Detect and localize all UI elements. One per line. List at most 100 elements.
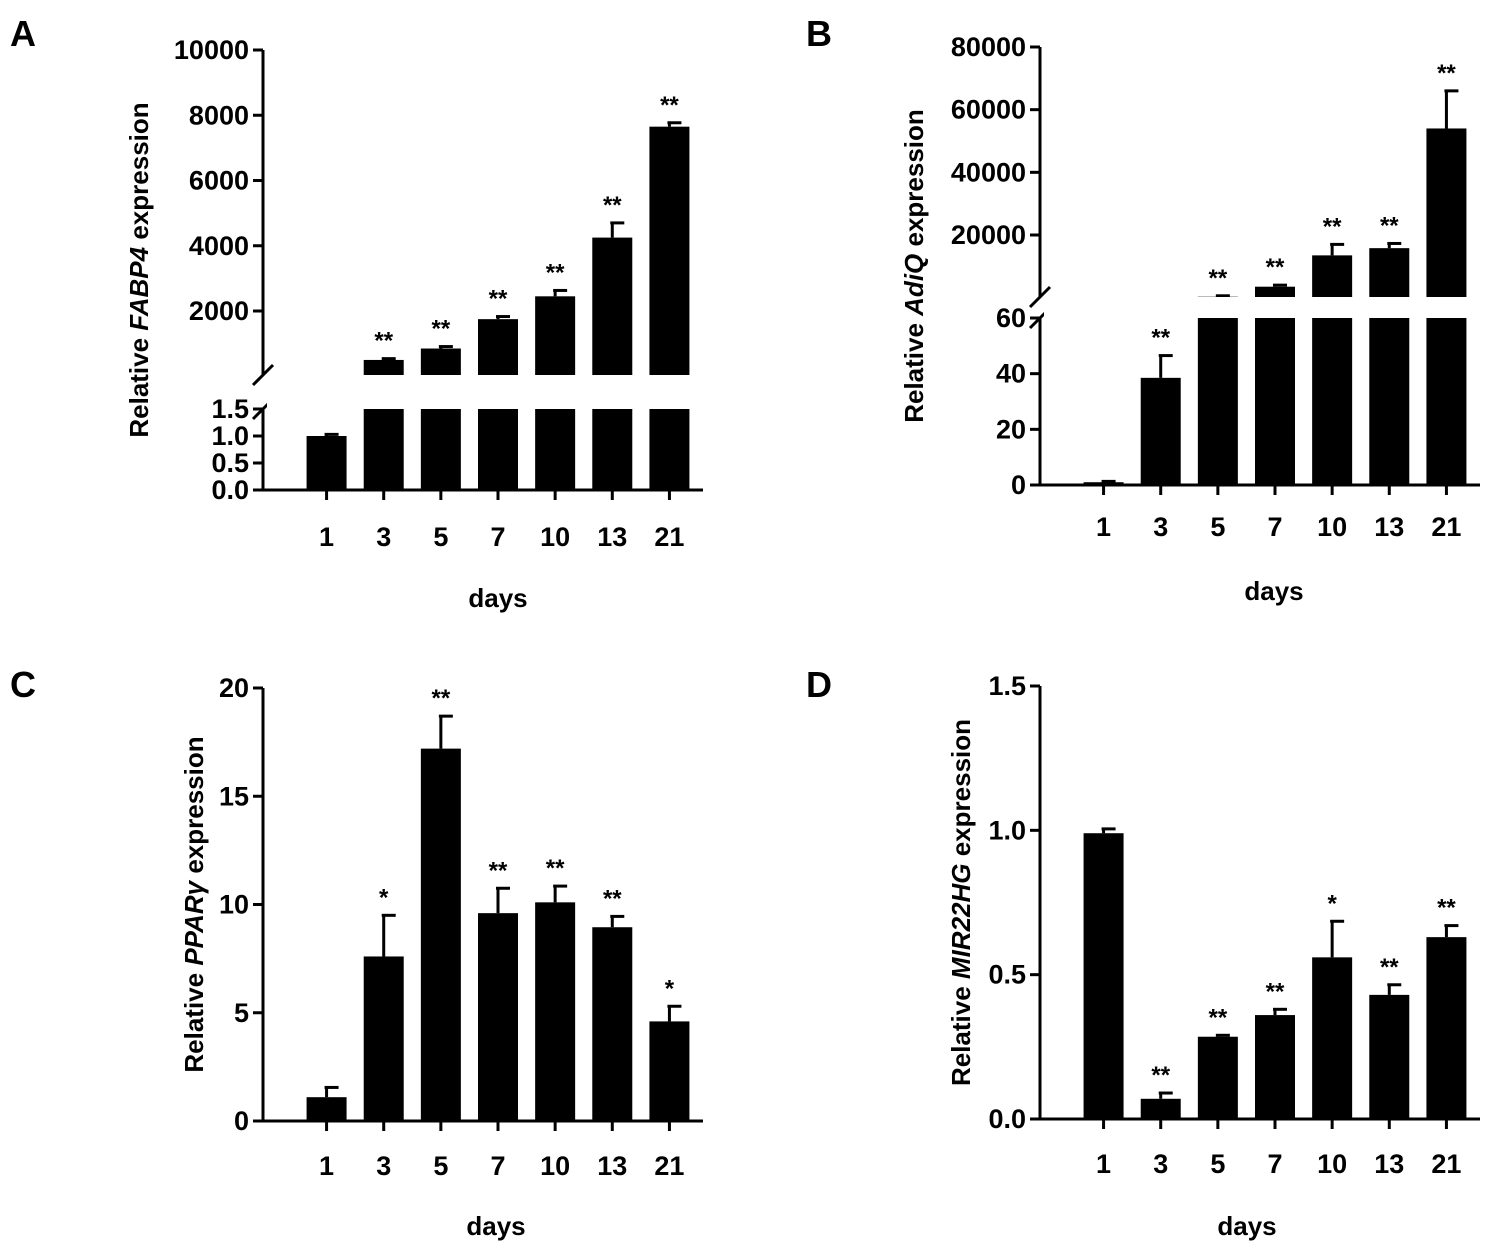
x-tick-label: 3	[376, 1151, 391, 1181]
y-axis-title-prefix: Relative	[946, 979, 976, 1086]
x-tick-label: 7	[490, 1151, 505, 1181]
x-axis-title: days	[468, 583, 527, 613]
significance-marker: **	[1151, 325, 1170, 352]
x-tick-label: 10	[540, 522, 570, 552]
significance-marker: **	[374, 328, 393, 355]
panel-letter: B	[806, 13, 832, 54]
significance-marker: **	[1380, 954, 1399, 981]
significance-marker: **	[660, 92, 679, 119]
bar	[1140, 1098, 1181, 1119]
y-tick-label: 80000	[951, 32, 1026, 62]
bar	[1083, 482, 1124, 485]
x-tick-label: 5	[1210, 512, 1225, 542]
x-axis-title: days	[1217, 1211, 1276, 1241]
significance-marker: **	[489, 286, 508, 313]
y-tick-label: 8000	[189, 100, 249, 130]
chart-panel-d: D 0.0 0.5 1.0 1.5 1 ** 3 ** 5 ** 7 * 10 ** 13 ** 21 days Re…	[806, 664, 1480, 1241]
y-tick-label: 0.5	[988, 960, 1026, 990]
bar	[1369, 994, 1410, 1119]
bar	[1426, 937, 1467, 1119]
y-axis-title: Relative PPARγ expression	[179, 736, 209, 1072]
y-axis-title: Relative FABP4 expression	[124, 102, 154, 437]
x-tick-label: 3	[376, 522, 391, 552]
y-axis-title-gene: PPARγ	[179, 879, 209, 965]
significance-marker: **	[603, 192, 622, 219]
x-tick-label: 5	[433, 1151, 448, 1181]
axis-break-gap	[1044, 297, 1479, 318]
y-tick-label: 10	[219, 890, 249, 920]
y-axis-title: Relative MIR22HG expression	[946, 719, 976, 1086]
y-axis-title-suffix: expression	[124, 102, 154, 247]
y-tick-label: 4000	[189, 231, 249, 261]
significance-marker: *	[1327, 890, 1337, 917]
bar	[1197, 296, 1238, 485]
bar	[1255, 1015, 1295, 1119]
x-tick-label: 7	[1267, 512, 1282, 542]
y-axis-title-prefix: Relative	[124, 331, 154, 438]
bar	[649, 1021, 690, 1121]
chart-panel-b: B 0 20 40 60 20000 40000 60000 80000 1 ** 3 ** 5 ** 7 **…	[806, 13, 1480, 606]
panel-letter: C	[10, 664, 36, 705]
significance-marker: **	[1266, 254, 1285, 281]
y-tick-label: 0	[234, 1106, 249, 1136]
x-tick-label: 13	[597, 522, 627, 552]
x-tick-label: 21	[654, 1151, 684, 1181]
significance-marker: **	[432, 685, 451, 712]
y-tick-label: 0.5	[211, 448, 249, 478]
significance-marker: *	[379, 884, 389, 911]
y-axis-title-suffix: expression	[946, 719, 976, 864]
y-tick-label: 1.5	[988, 671, 1026, 701]
y-tick-label: 5	[234, 998, 249, 1028]
bar	[363, 956, 404, 1121]
x-tick-label: 5	[1210, 1149, 1225, 1179]
y-tick-label: 20000	[951, 220, 1026, 250]
x-tick-label: 10	[1317, 1149, 1347, 1179]
x-tick-label: 13	[1374, 512, 1404, 542]
significance-marker: **	[1437, 60, 1456, 87]
y-axis-title: Relative AdiQ expression	[899, 109, 929, 423]
bar	[478, 913, 518, 1121]
y-tick-label: 6000	[189, 166, 249, 196]
significance-marker: **	[1380, 212, 1399, 239]
y-axis-title-prefix: Relative	[179, 966, 209, 1073]
significance-marker: **	[1323, 213, 1342, 240]
x-tick-label: 1	[319, 522, 334, 552]
bar	[592, 237, 633, 490]
bar	[535, 902, 576, 1121]
y-tick-label: 1.0	[211, 421, 249, 451]
y-tick-label: 0	[1011, 470, 1026, 500]
bar	[1140, 377, 1181, 485]
significance-marker: **	[546, 259, 565, 286]
significance-marker: **	[1151, 1062, 1170, 1089]
x-axis-title: days	[1244, 576, 1303, 606]
y-tick-label: 20	[996, 414, 1026, 444]
x-tick-label: 1	[319, 1151, 334, 1181]
y-tick-label: 60	[996, 303, 1026, 333]
significance-marker: **	[1209, 265, 1228, 292]
x-tick-label: 3	[1153, 512, 1168, 542]
bar	[1083, 833, 1124, 1119]
x-axis-title: days	[466, 1211, 525, 1241]
x-tick-label: 21	[1431, 512, 1461, 542]
significance-marker: **	[1437, 895, 1456, 922]
y-tick-label: 40000	[951, 157, 1026, 187]
x-tick-label: 13	[597, 1151, 627, 1181]
y-tick-label: 2000	[189, 296, 249, 326]
x-tick-label: 10	[540, 1151, 570, 1181]
y-tick-label: 1.5	[211, 394, 249, 424]
bar	[420, 348, 461, 490]
y-axis-title-suffix: expression	[179, 736, 209, 881]
significance-marker: **	[1266, 978, 1285, 1005]
y-tick-label: 60000	[951, 95, 1026, 125]
y-tick-label: 0.0	[988, 1104, 1026, 1134]
x-tick-label: 1	[1096, 512, 1111, 542]
significance-marker: **	[603, 885, 622, 912]
y-tick-label: 1.0	[988, 815, 1026, 845]
bar	[1369, 248, 1410, 485]
bar	[306, 1097, 347, 1121]
bar	[649, 126, 690, 490]
panel-letter: A	[10, 13, 36, 54]
x-tick-label: 3	[1153, 1149, 1168, 1179]
x-tick-label: 7	[1267, 1149, 1282, 1179]
